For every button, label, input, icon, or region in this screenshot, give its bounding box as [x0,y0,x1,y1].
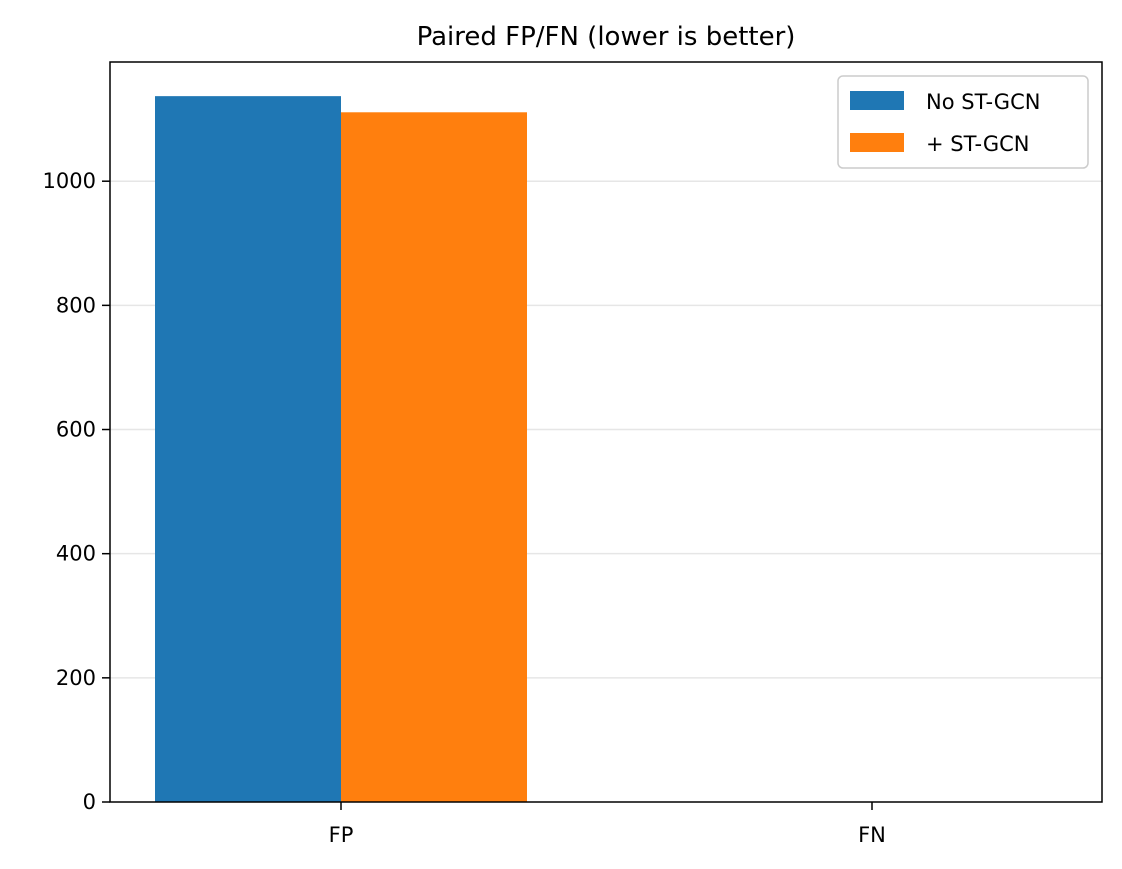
y-tick-label: 200 [56,666,96,690]
y-tick-label: 1000 [43,169,96,193]
legend-swatch [850,133,904,152]
plot-frame [109,61,1103,803]
x-tick-label: FP [329,823,354,847]
bar-fp-plus-st-gcn [341,112,527,803]
y-tick-label: 400 [56,542,96,566]
legend-label: + ST-GCN [926,132,1030,156]
bar-fp-no-st-gcn [155,96,341,803]
bars [155,96,527,803]
legend: No ST-GCN + ST-GCN [837,75,1089,169]
legend-label: No ST-GCN [926,90,1040,114]
y-tick-label: 0 [83,790,96,814]
legend-swatch [850,91,904,110]
x-axis: FP FN [329,802,886,847]
y-tick-label: 600 [56,418,96,442]
y-tick-label: 800 [56,293,96,317]
x-tick-label: FN [858,823,886,847]
y-axis: 0 200 400 600 800 1000 [43,169,110,814]
chart-title: Paired FP/FN (lower is better) [417,22,796,52]
